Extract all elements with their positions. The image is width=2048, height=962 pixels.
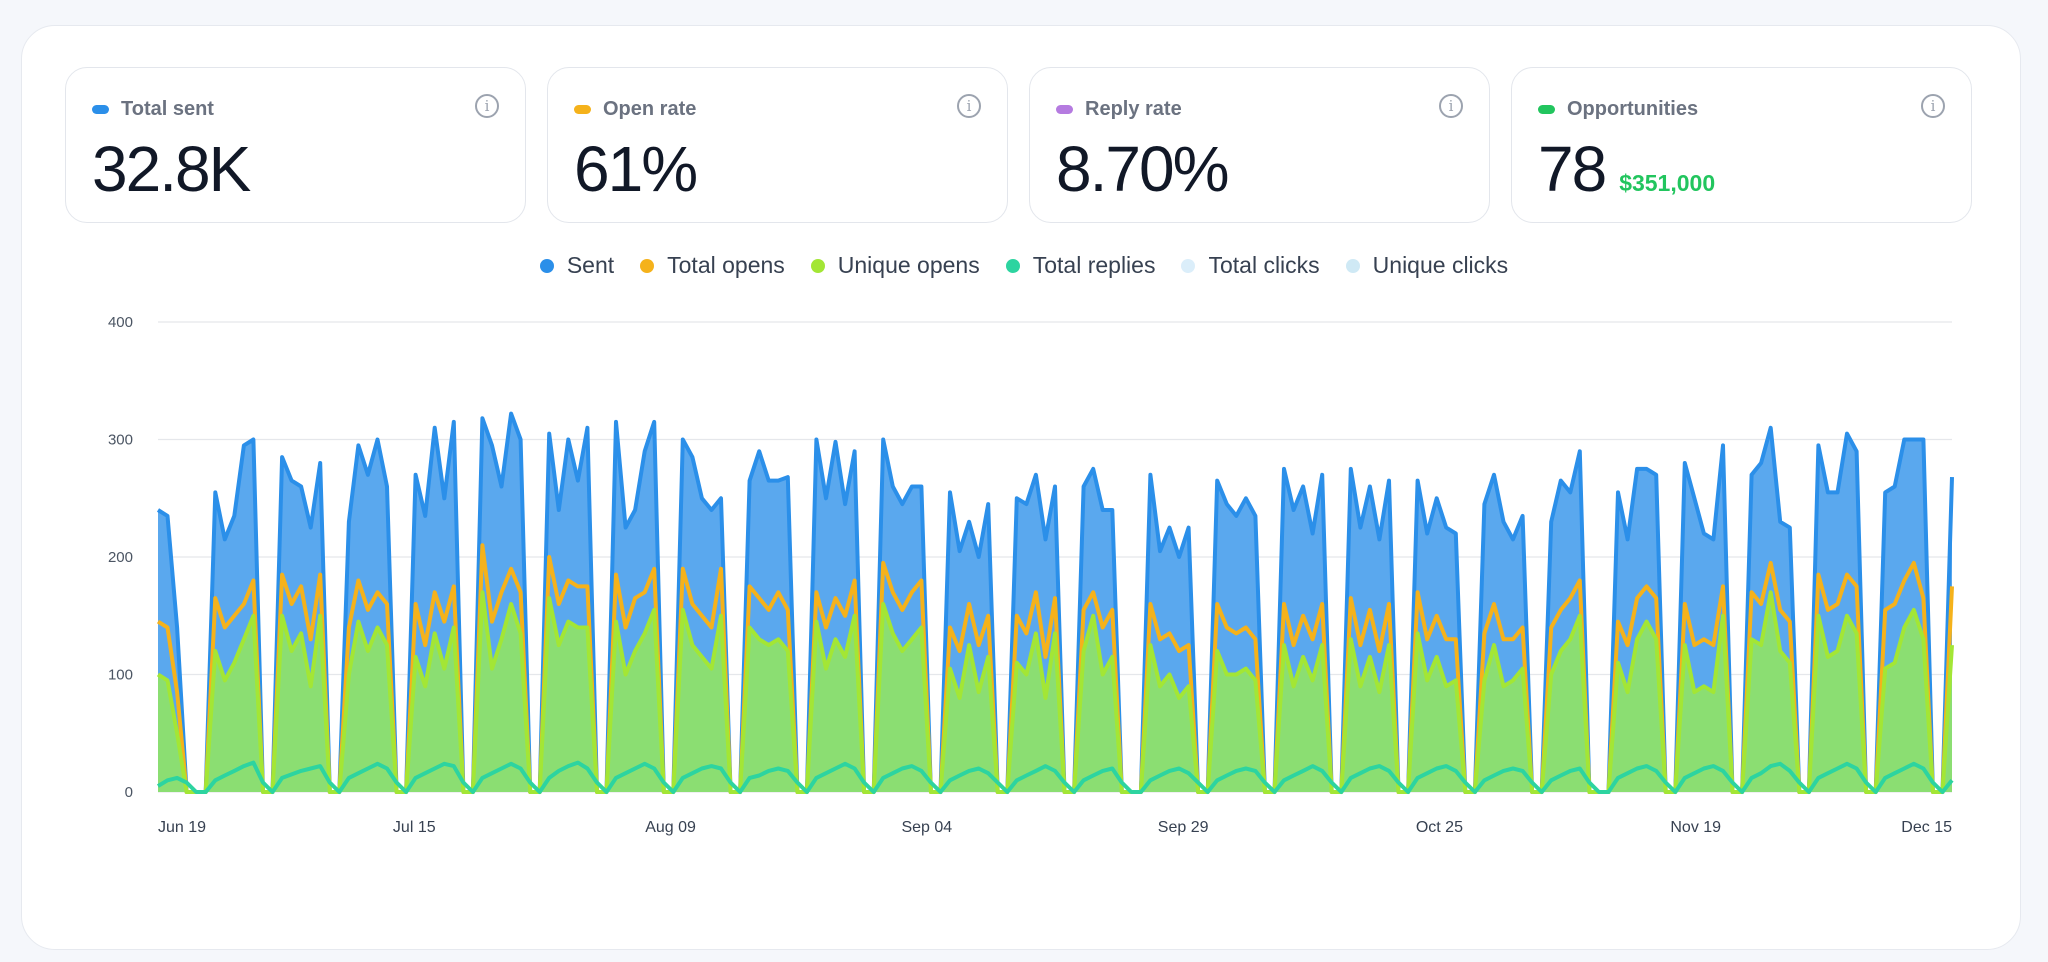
series-area-unique-opens bbox=[158, 592, 1952, 792]
legend-label: Total opens bbox=[667, 252, 785, 278]
stat-card-reply-rate[interactable]: Reply rate i 8.70% bbox=[1029, 67, 1490, 223]
y-tick-label: 100 bbox=[108, 667, 133, 684]
x-tick-label: Oct 25 bbox=[1416, 819, 1463, 836]
legend-item-total-opens[interactable]: Total opens bbox=[640, 252, 785, 279]
x-tick-label: Jun 19 bbox=[158, 819, 206, 836]
legend-dot bbox=[1345, 258, 1360, 273]
open-rate-indicator bbox=[574, 104, 591, 114]
stat-card-opportunities[interactable]: Opportunities i 78 $351,000 bbox=[1511, 67, 1972, 223]
info-icon[interactable]: i bbox=[1439, 94, 1463, 118]
opportunity-value: $351,000 bbox=[1619, 170, 1716, 196]
x-tick-label: Sep 29 bbox=[1158, 819, 1209, 836]
legend-dot bbox=[640, 258, 655, 273]
card-value: 78 bbox=[1538, 133, 1607, 205]
legend-item-total-replies[interactable]: Total replies bbox=[1005, 252, 1156, 279]
y-tick-label: 400 bbox=[108, 314, 133, 331]
card-value: 32.8K bbox=[92, 133, 251, 205]
info-icon[interactable]: i bbox=[957, 94, 981, 118]
info-icon[interactable]: i bbox=[1921, 94, 1945, 118]
card-title: Opportunities bbox=[1567, 97, 1699, 120]
card-title: Total sent bbox=[121, 97, 214, 120]
legend-item-unique-opens[interactable]: Unique opens bbox=[810, 252, 980, 279]
series-line-sent bbox=[156, 411, 1954, 794]
legend-dot bbox=[1005, 258, 1020, 273]
legend-dot bbox=[1181, 258, 1196, 273]
legend-dot bbox=[810, 258, 825, 273]
x-tick-label: Jul 15 bbox=[393, 819, 436, 836]
chart-legend: Sent Total opens Unique opens Total replies… bbox=[0, 252, 2048, 279]
info-icon[interactable]: i bbox=[475, 94, 499, 118]
series-line-unique-opens bbox=[156, 590, 1954, 794]
legend-dot bbox=[539, 258, 554, 273]
y-tick-label: 0 bbox=[125, 784, 133, 801]
y-tick-label: 300 bbox=[108, 432, 133, 449]
legend-item-unique-clicks[interactable]: Unique clicks bbox=[1345, 252, 1509, 279]
series-line-total-replies bbox=[156, 760, 1954, 794]
legend-label: Sent bbox=[566, 252, 615, 278]
x-tick-label: Nov 19 bbox=[1670, 819, 1721, 836]
legend-label: Total clicks bbox=[1208, 252, 1320, 278]
legend-label: Total replies bbox=[1032, 252, 1156, 278]
card-title: Reply rate bbox=[1085, 97, 1182, 120]
legend-label: Unique clicks bbox=[1372, 252, 1509, 278]
x-tick-label: Aug 09 bbox=[645, 819, 696, 836]
stat-card-open-rate[interactable]: Open rate i 61% bbox=[547, 67, 1008, 223]
card-value: 8.70% bbox=[1056, 133, 1229, 205]
reply-rate-indicator bbox=[1056, 104, 1073, 114]
total-sent-indicator bbox=[92, 104, 109, 114]
x-tick-label: Dec 15 bbox=[1901, 819, 1952, 836]
stat-card-total-sent[interactable]: Total sent i 32.8K bbox=[65, 67, 526, 223]
y-tick-label: 200 bbox=[108, 549, 133, 566]
legend-item-sent[interactable]: Sent bbox=[539, 252, 615, 279]
legend-label: Unique opens bbox=[837, 252, 980, 278]
x-tick-label: Sep 04 bbox=[901, 819, 952, 836]
card-title: Open rate bbox=[603, 97, 697, 120]
legend-item-total-clicks[interactable]: Total clicks bbox=[1181, 252, 1320, 279]
card-value: 61% bbox=[574, 133, 698, 205]
opportunities-indicator bbox=[1538, 104, 1555, 114]
